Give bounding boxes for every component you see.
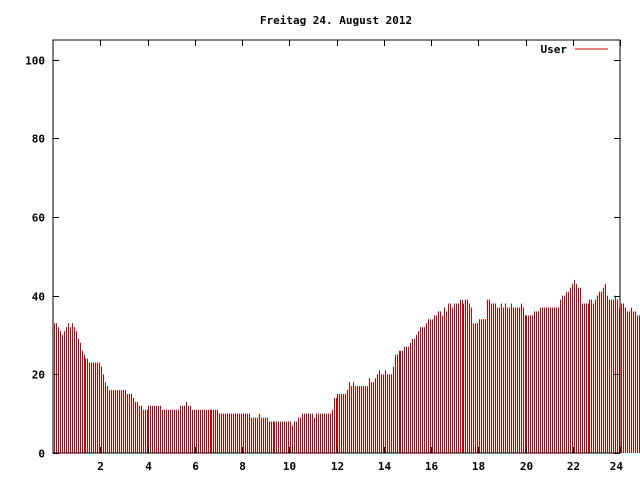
x-tick-label: 16 (425, 460, 439, 473)
y-tick-label: 0 (38, 448, 45, 461)
y-tick-label: 40 (32, 291, 45, 304)
bar-series-user (54, 279, 640, 453)
x-axis: 2 4 6 8 10 12 14 16 18 20 22 24 (97, 40, 623, 473)
x-tick-label: 14 (378, 460, 392, 473)
x-tick-label: 10 (283, 460, 296, 473)
x-tick-label: 18 (472, 460, 485, 473)
x-tick-label: 6 (192, 460, 199, 473)
y-tick-label: 20 (32, 369, 45, 382)
y-axis: 0 20 40 60 80 100 (25, 55, 620, 461)
chart-title: Freitag 24. August 2012 (260, 14, 412, 27)
plot-frame (52, 39, 621, 454)
legend-label-user: User (541, 43, 568, 56)
x-tick-label: 12 (331, 460, 344, 473)
y-tick-label: 80 (32, 133, 45, 146)
x-tick-label: 20 (520, 460, 533, 473)
x-tick-label: 22 (567, 460, 580, 473)
x-tick-label: 2 (97, 460, 104, 473)
y-tick-label: 100 (25, 55, 45, 68)
y-tick-label: 60 (32, 212, 45, 225)
x-tick-label: 8 (239, 460, 246, 473)
legend: User (541, 43, 608, 56)
x-tick-label: 4 (145, 460, 152, 473)
x-tick-label: 24 (610, 460, 624, 473)
